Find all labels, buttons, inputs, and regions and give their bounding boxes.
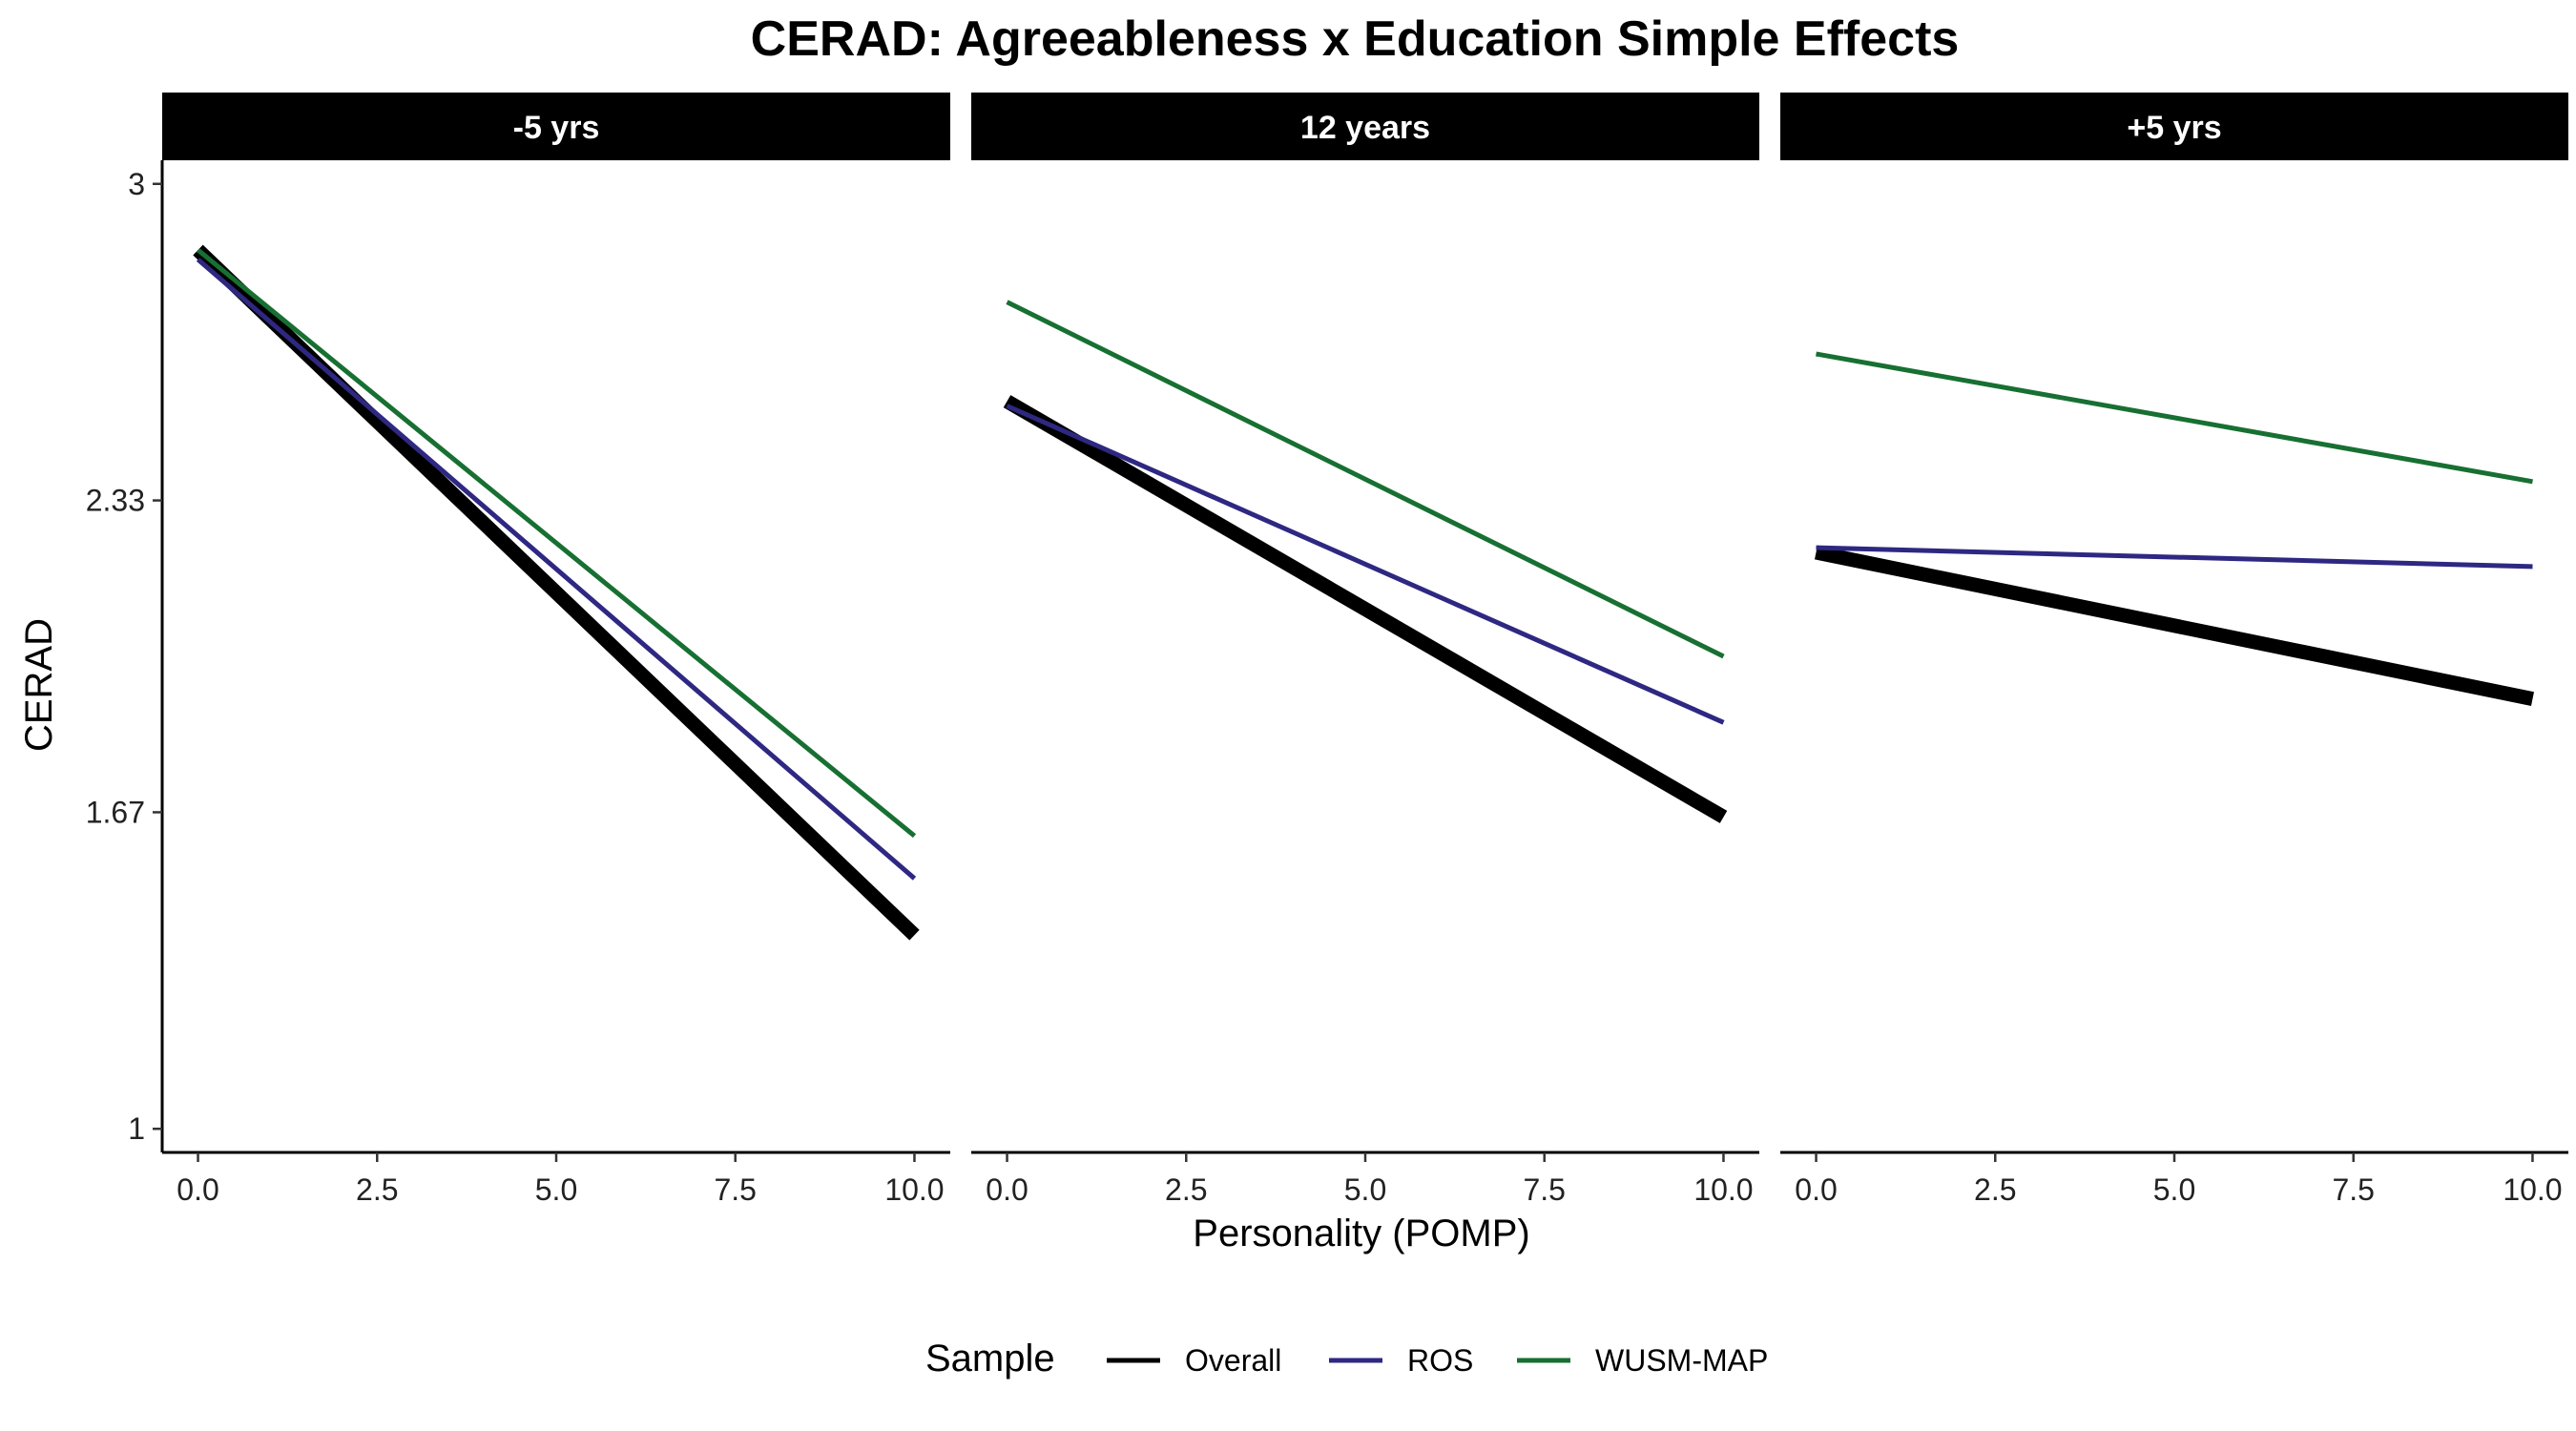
y-tick-label: 1	[128, 1111, 145, 1146]
facet-strip-label: -5 yrs	[513, 110, 600, 146]
series-line-ros	[1006, 404, 1725, 725]
legend-label: ROS	[1407, 1343, 1473, 1378]
x-tick-label: 10.0	[884, 1172, 944, 1207]
y-tick-label: 3	[128, 167, 145, 201]
x-tick-label: 2.5	[1165, 1172, 1207, 1207]
x-tick-label: 2.5	[1974, 1172, 2016, 1207]
facet-strip	[971, 93, 1759, 160]
x-tick-label: 7.5	[2332, 1172, 2374, 1207]
series-line-ros	[1816, 545, 2533, 570]
x-tick-label: 7.5	[1523, 1172, 1565, 1207]
legend-title: Sample	[925, 1338, 1055, 1379]
legend-label: WUSM-MAP	[1595, 1343, 1768, 1378]
facet-strip-label: +5 yrs	[2127, 110, 2221, 146]
y-axis-label: CERAD	[18, 618, 60, 752]
facet-panel: -5 yrs 0.0 2.5 5.0 7.5 10.0 1 1.67 2.33 3	[86, 93, 950, 1207]
facet-strip	[1780, 93, 2568, 160]
x-tick-label: 2.5	[356, 1172, 398, 1207]
x-tick-label: 0.0	[177, 1172, 218, 1207]
series-line-overall	[1003, 395, 1728, 823]
x-tick-label: 7.5	[714, 1172, 756, 1207]
facet-panel: +5 yrs 0.0 2.5 5.0 7.5 10.0	[1780, 93, 2568, 1207]
x-tick-label: 5.0	[535, 1172, 577, 1207]
x-tick-label: 5.0	[1344, 1172, 1386, 1207]
series-line-overall	[1814, 545, 2535, 706]
legend-label: Overall	[1185, 1343, 1281, 1378]
series-line-ros	[196, 258, 917, 881]
x-axis-label: Personality (POMP)	[1193, 1213, 1529, 1255]
facet-strip-label: 12 years	[1300, 110, 1430, 146]
x-tick-label: 10.0	[2503, 1172, 2562, 1207]
facet-panel: 12 years 0.0 2.5 5.0 7.5 10.0	[971, 93, 1759, 1207]
x-tick-label: 0.0	[1795, 1172, 1837, 1207]
x-tick-label: 0.0	[986, 1172, 1028, 1207]
x-tick-label: 10.0	[1693, 1172, 1753, 1207]
series-line-wusm-map	[1006, 300, 1725, 659]
chart-title: CERAD: Agreeableness x Education Simple …	[751, 11, 1960, 67]
series-line-wusm-map	[196, 248, 917, 839]
facet-strip	[162, 93, 950, 160]
y-tick-label: 2.33	[86, 484, 145, 518]
facet-panels: -5 yrs 0.0 2.5 5.0 7.5 10.0 1 1.67 2.33 3 12 years…	[86, 93, 2568, 1207]
series-line-wusm-map	[1816, 351, 2533, 485]
y-tick-label: 1.67	[86, 795, 145, 829]
legend: Sample Overall ROS WUSM-MAP	[925, 1338, 1768, 1379]
x-tick-label: 5.0	[2153, 1172, 2195, 1207]
